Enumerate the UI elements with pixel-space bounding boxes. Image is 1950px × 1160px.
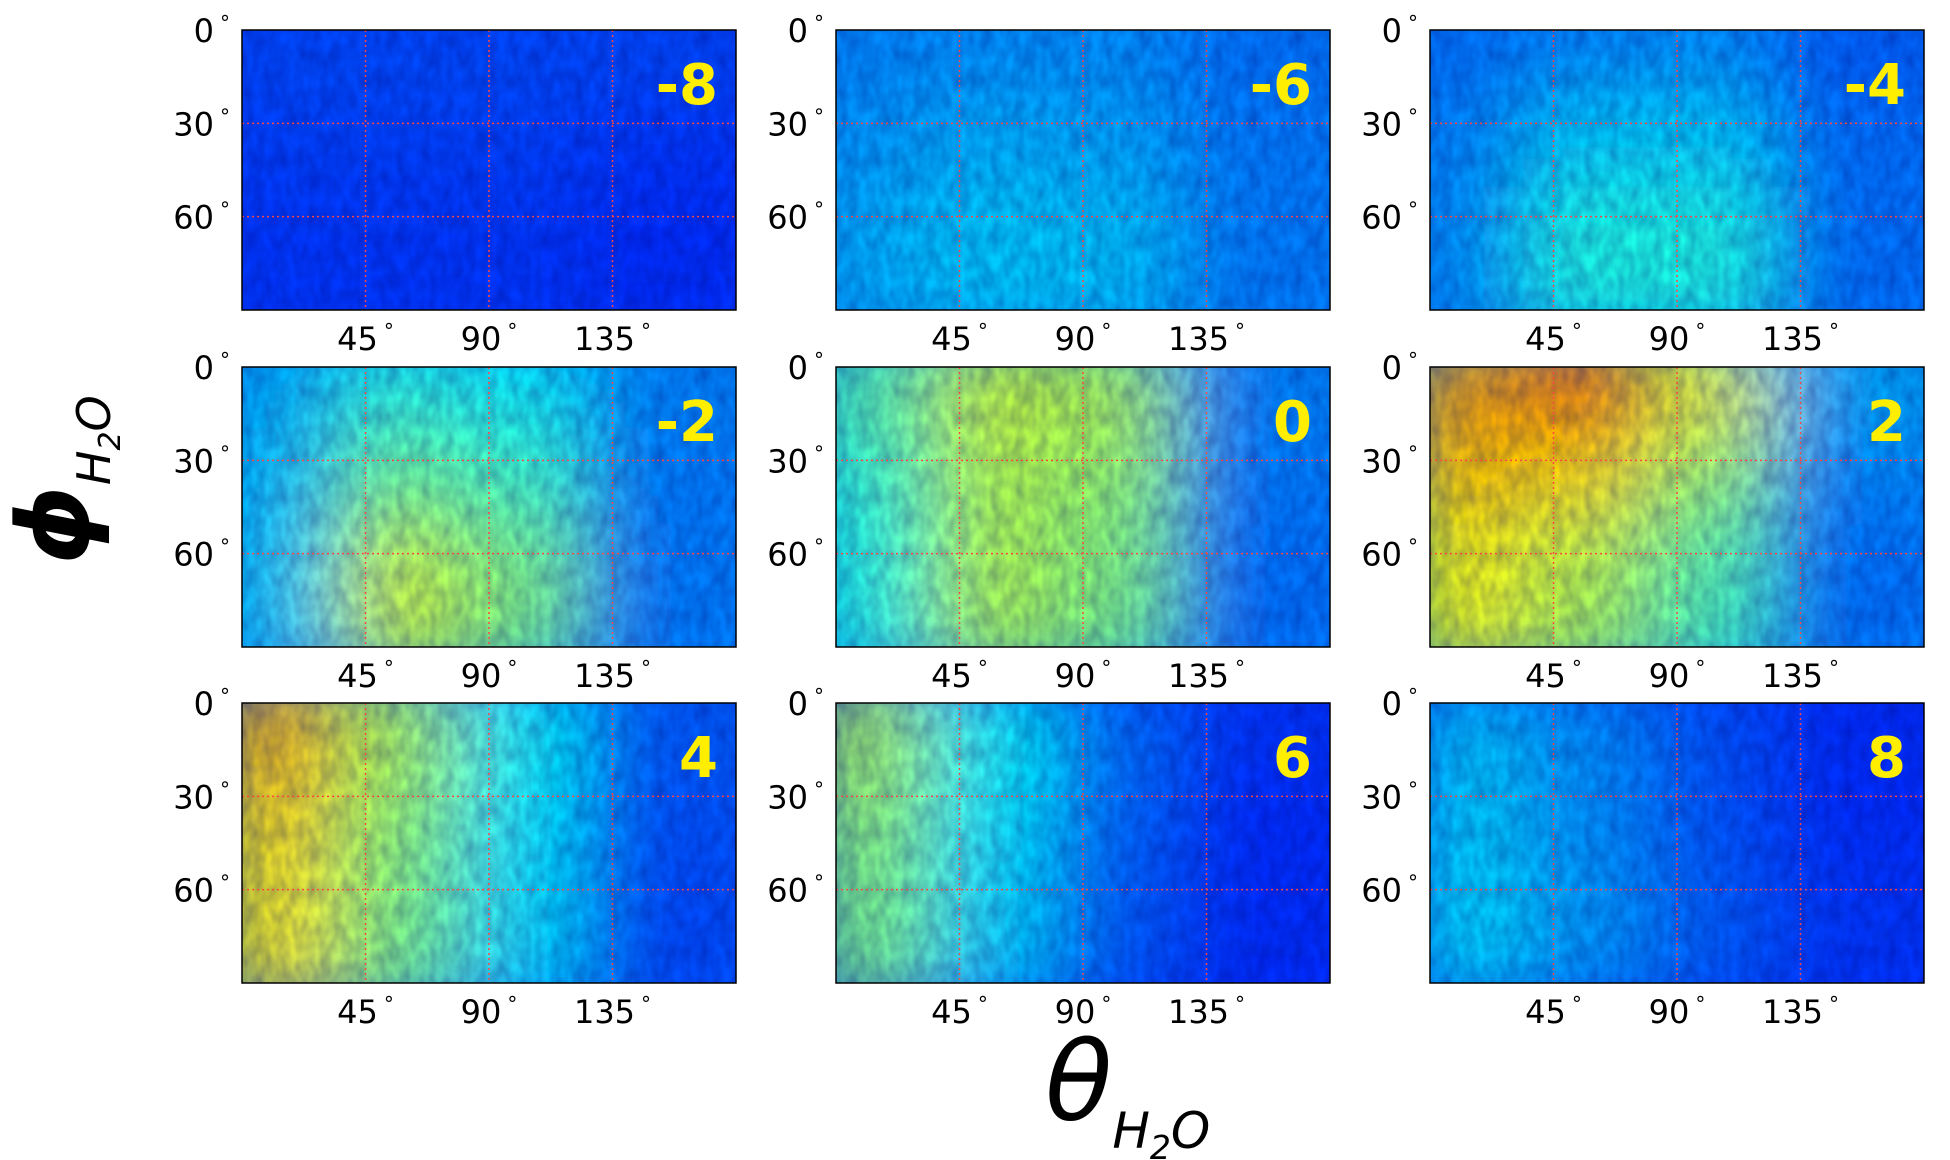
panel: 45 ° 90 ° 135 ° 0 ° 30 ° 60 ° 0 xyxy=(767,348,1331,695)
y-tick-label: 60 ° xyxy=(767,871,824,910)
x-tick-label: 135 ° xyxy=(574,992,651,1031)
y-tick-label: 0 ° xyxy=(788,11,824,50)
y-tick-label: 0 ° xyxy=(788,348,824,387)
y-axis-label-symbol: ϕ xyxy=(0,485,112,565)
x-tick-label: 90 ° xyxy=(1055,319,1112,358)
x-tick-label: 45 ° xyxy=(931,992,988,1031)
x-tick-label: 135 ° xyxy=(1762,992,1839,1031)
panel-grid: 45 ° 90 ° 135 °0 °30 °60 °-845 ° 90 ° 135 °0 °30 °60 °-6… xyxy=(173,11,1925,1031)
y-axis-label-subscript: H2O xyxy=(67,395,128,485)
y-tick-label: 0 ° xyxy=(194,11,230,50)
y-tick-label: 60 ° xyxy=(173,871,230,910)
panel-label: -8 xyxy=(656,53,718,118)
panel: 45 ° 90 ° 135 ° 0 ° 30 ° 60 ° 4 xyxy=(173,684,737,1031)
x-tick-label: 90 ° xyxy=(1055,992,1112,1031)
y-tick-label: 0 ° xyxy=(1382,684,1418,723)
y-tick-label: 60 ° xyxy=(767,198,824,237)
y-tick-label: 60 ° xyxy=(1361,535,1418,574)
x-axis-label: θH2O xyxy=(1045,1018,1210,1160)
panel-frame xyxy=(835,702,1331,984)
panel-label: -2 xyxy=(656,390,718,455)
y-axis-label: ϕH2O xyxy=(0,395,128,565)
heatmap-field xyxy=(1430,30,1924,310)
x-tick-label: 45 ° xyxy=(337,319,394,358)
heatmap-field xyxy=(1430,703,1924,983)
y-tick-label: 30 ° xyxy=(1361,104,1418,143)
panel: 45 ° 90 ° 135 ° 0 ° 30 ° 60 ° -6 xyxy=(767,11,1331,358)
axis-labels: ϕH2O θH2O xyxy=(0,395,1210,1160)
y-tick-label: 0 ° xyxy=(194,684,230,723)
y-tick-label: 30 ° xyxy=(767,777,824,816)
x-tick-label: 135 ° xyxy=(1168,992,1245,1031)
panel-frame xyxy=(1429,366,1925,648)
x-tick-label: 45 ° xyxy=(1525,319,1582,358)
heatmap-field xyxy=(836,367,1330,647)
x-tick-label: 45 ° xyxy=(931,656,988,695)
panel-label: 8 xyxy=(1867,726,1906,791)
x-tick-label: 135 ° xyxy=(1762,319,1839,358)
panel: 45 ° 90 ° 135 ° 0 ° 30 ° 60 ° 6 xyxy=(767,684,1331,1031)
x-tick-label: 90 ° xyxy=(1649,992,1706,1031)
y-tick-label: 0 ° xyxy=(788,684,824,723)
x-axis-label-subscript: H2O xyxy=(1112,1102,1210,1160)
y-tick-label: 60 ° xyxy=(1361,871,1418,910)
y-tick-label: 30 ° xyxy=(173,777,230,816)
panel-frame xyxy=(835,366,1331,648)
x-tick-label: 135 ° xyxy=(1168,656,1245,695)
y-tick-label: 60 ° xyxy=(767,535,824,574)
panel-frame xyxy=(1429,29,1925,311)
y-tick-label: 60 ° xyxy=(1361,198,1418,237)
panel-frame xyxy=(241,366,737,648)
x-tick-label: 90 ° xyxy=(461,656,518,695)
panel-label: 2 xyxy=(1867,390,1906,455)
panel: 45 ° 90 ° 135 ° 0 ° 30 ° 60 ° -8 xyxy=(173,11,737,358)
y-tick-label: 0 ° xyxy=(1382,348,1418,387)
y-tick-label: 30 ° xyxy=(767,104,824,143)
panel: 45 ° 90 ° 135 ° 0 ° 30 ° 60 ° -2 xyxy=(173,348,737,695)
panel: 45 ° 90 ° 135 ° 0 ° 30 ° 60 ° -4 xyxy=(1361,11,1925,358)
y-tick-label: 30 ° xyxy=(173,104,230,143)
panel-label: 6 xyxy=(1273,726,1312,791)
panel-label: -4 xyxy=(1844,53,1906,118)
y-tick-label: 30 ° xyxy=(767,441,824,480)
panel: 45 ° 90 ° 135 ° 0 ° 30 ° 60 ° 8 xyxy=(1361,684,1925,1031)
panel-frame xyxy=(241,702,737,984)
y-tick-label: 60 ° xyxy=(173,535,230,574)
x-tick-label: 90 ° xyxy=(1649,319,1706,358)
y-tick-label: 0 ° xyxy=(194,348,230,387)
y-tick-label: 30 ° xyxy=(1361,441,1418,480)
x-tick-label: 45 ° xyxy=(1525,992,1582,1031)
y-tick-label: 30 ° xyxy=(1361,777,1418,816)
heatmap-field xyxy=(1430,367,1924,647)
x-tick-label: 45 ° xyxy=(1525,656,1582,695)
x-tick-label: 135 ° xyxy=(574,319,651,358)
panel-frame xyxy=(835,29,1331,311)
x-tick-label: 135 ° xyxy=(1762,656,1839,695)
x-tick-label: 135 ° xyxy=(574,656,651,695)
x-tick-label: 45 ° xyxy=(337,656,394,695)
x-tick-label: 90 ° xyxy=(461,992,518,1031)
y-tick-label: 0 ° xyxy=(1382,11,1418,50)
panel: 45 ° 90 ° 135 ° 0 ° 30 ° 60 ° 2 xyxy=(1361,348,1925,695)
panel-label: 0 xyxy=(1273,390,1312,455)
y-tick-label: 30 ° xyxy=(173,441,230,480)
x-tick-label: 90 ° xyxy=(1649,656,1706,695)
x-tick-label: 90 ° xyxy=(461,319,518,358)
panel-label: 4 xyxy=(679,726,718,791)
panel-frame xyxy=(1429,702,1925,984)
x-tick-label: 45 ° xyxy=(931,319,988,358)
x-tick-label: 135 ° xyxy=(1168,319,1245,358)
panel-label: -6 xyxy=(1250,53,1312,118)
y-tick-label: 60 ° xyxy=(173,198,230,237)
x-axis-label-symbol: θ xyxy=(1045,1018,1112,1146)
x-tick-label: 45 ° xyxy=(337,992,394,1031)
x-tick-label: 90 ° xyxy=(1055,656,1112,695)
panel-frame xyxy=(241,29,737,311)
